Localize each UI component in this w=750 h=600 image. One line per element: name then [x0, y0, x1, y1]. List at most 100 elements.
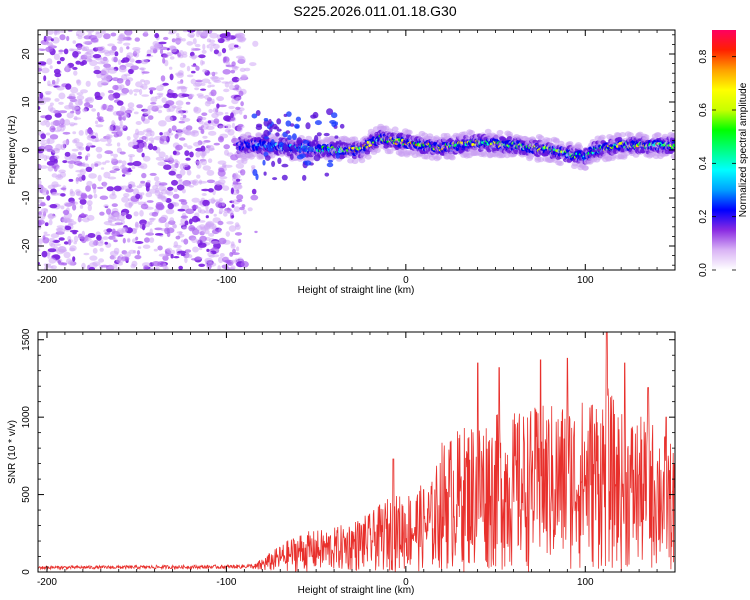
spectrogram-noise-blob	[197, 115, 203, 121]
spectrogram-noise-blob	[86, 200, 93, 206]
spectrogram-noise-blob	[116, 129, 124, 133]
spectrogram-noise-blob	[143, 129, 152, 133]
spectrogram-noise-blob	[235, 106, 241, 111]
spectrogram-ridge-blob	[292, 148, 298, 154]
spectrogram-ridge-blob	[292, 133, 297, 141]
spectrogram-noise-blob	[181, 117, 191, 122]
spectrogram-noise-blob	[163, 36, 169, 41]
spectrogram-noise-blob	[183, 30, 188, 33]
spectrogram-noise-blob	[251, 165, 256, 169]
spectrogram-noise-blob	[72, 256, 76, 262]
spectrogram-noise-blob	[196, 93, 204, 97]
spectrogram-noise-blob	[116, 78, 124, 84]
y-tick-label: 1000	[21, 406, 32, 429]
spectrogram-ridge-blob	[599, 134, 606, 140]
spectrogram-noise-blob	[51, 127, 56, 131]
spectrogram-noise-blob	[221, 81, 230, 84]
spectrogram-noise-blob	[168, 170, 176, 176]
spectrogram-noise-blob	[153, 176, 160, 182]
spectrogram-noise-blob	[199, 235, 207, 242]
spectrogram-noise-blob	[108, 106, 114, 113]
spectrogram-noise-blob	[240, 101, 244, 107]
spectrogram-noise-blob	[167, 186, 174, 191]
spectrogram-noise-blob	[190, 227, 197, 230]
spectrogram-noise-blob	[79, 213, 88, 217]
spectrogram-noise-blob	[108, 219, 113, 223]
spectrogram-noise-blob	[59, 30, 66, 33]
spectrogram-noise-blob	[163, 103, 170, 109]
spectrogram-noise-blob	[47, 252, 51, 259]
spectrogram-ridge-blob	[302, 174, 307, 181]
spectrogram-noise-blob	[225, 124, 232, 129]
spectrogram-noise-blob	[135, 236, 139, 241]
spectrogram-noise-blob	[70, 86, 79, 94]
spectrogram-noise-blob	[82, 217, 90, 223]
spectrogram-noise-blob	[96, 72, 102, 79]
spectrogram-noise-blob	[206, 263, 212, 270]
spectrogram-noise-blob	[186, 145, 193, 150]
spectrogram-ridge-blob	[374, 147, 381, 153]
spectrogram-noise-blob	[193, 82, 202, 87]
spectrogram-noise-blob	[119, 165, 126, 170]
spectrogram-noise-blob	[142, 223, 146, 231]
spectrogram-noise-blob	[214, 71, 218, 75]
spectrogram-noise-blob	[176, 86, 180, 90]
spectrogram-noise-blob	[38, 220, 42, 227]
colorbar-tick-label: 0.6	[698, 103, 709, 117]
spectrogram-noise-blob	[85, 51, 89, 55]
spectrogram-noise-blob	[189, 151, 194, 158]
spectrogram-noise-blob	[231, 76, 240, 83]
colorbar-tick-label: 0.0	[698, 263, 709, 277]
spectrogram-ridge-blob	[448, 155, 456, 161]
spectrogram-noise-blob	[201, 78, 211, 84]
spectrogram-ridge-blob	[358, 157, 366, 164]
spectrogram-ridge-blob	[273, 150, 278, 155]
spectrogram-noise-blob	[141, 94, 149, 97]
spectrogram-noise-blob	[72, 204, 77, 211]
spectrogram-noise-blob	[38, 238, 44, 244]
spectrogram-noise-blob	[219, 136, 224, 141]
spectrogram-noise-blob	[113, 153, 118, 158]
spectrogram-noise-blob	[87, 204, 93, 212]
spectrogram-noise-blob	[185, 184, 192, 187]
x-tick-label: -200	[37, 577, 57, 588]
spectrogram-noise-blob	[93, 193, 98, 199]
spectrogram-noise-blob	[94, 120, 99, 125]
spectrogram-noise-blob	[213, 79, 222, 83]
spectrogram-noise-blob	[228, 80, 234, 85]
spectrogram-noise-blob	[221, 201, 225, 207]
spectrogram-noise-blob	[196, 174, 201, 179]
spectrogram-noise-blob	[198, 220, 206, 223]
spectrogram-ridge-blob	[271, 123, 278, 130]
spectrogram-noise-blob	[236, 35, 244, 43]
spectrogram-noise-blob	[238, 238, 242, 244]
spectrogram-noise-blob	[160, 142, 169, 145]
spectrogram-noise-blob	[126, 52, 134, 59]
spectrogram-noise-blob	[157, 245, 163, 251]
spectrogram-noise-blob	[201, 193, 207, 196]
spectrogram-noise-blob	[66, 96, 76, 100]
spectrogram-ridge-blob	[255, 125, 263, 131]
spectrogram-noise-blob	[88, 35, 97, 40]
spectrogram-noise-blob	[197, 30, 202, 36]
spectrogram-noise-blob	[184, 257, 188, 264]
spectrogram-noise-blob	[50, 121, 55, 127]
spectrogram-noise-blob	[168, 31, 175, 35]
spectrogram-noise-blob	[228, 267, 235, 270]
spectrogram-noise-blob	[180, 215, 189, 219]
spectrogram-noise-blob	[38, 153, 41, 160]
spectrogram-noise-blob	[231, 98, 239, 105]
spectrogram-noise-blob	[85, 145, 91, 152]
spectrogram-noise-blob	[119, 151, 126, 155]
spectrogram-noise-blob	[38, 139, 47, 143]
snr-y-ticks: 0 500 1000 1500	[21, 328, 675, 575]
spectrogram-noise-blob	[158, 182, 168, 186]
spectrogram-noise-blob	[181, 239, 185, 243]
spectrogram-noise-blob	[173, 188, 178, 192]
spectrogram-noise-blob	[116, 142, 121, 147]
spectrogram-noise-blob	[47, 248, 57, 253]
spectrogram-noise-blob	[75, 60, 81, 65]
spectrogram-noise-blob	[123, 113, 130, 118]
spectrogram-noise-blob	[116, 100, 124, 106]
spectrogram-noise-blob	[42, 235, 46, 240]
